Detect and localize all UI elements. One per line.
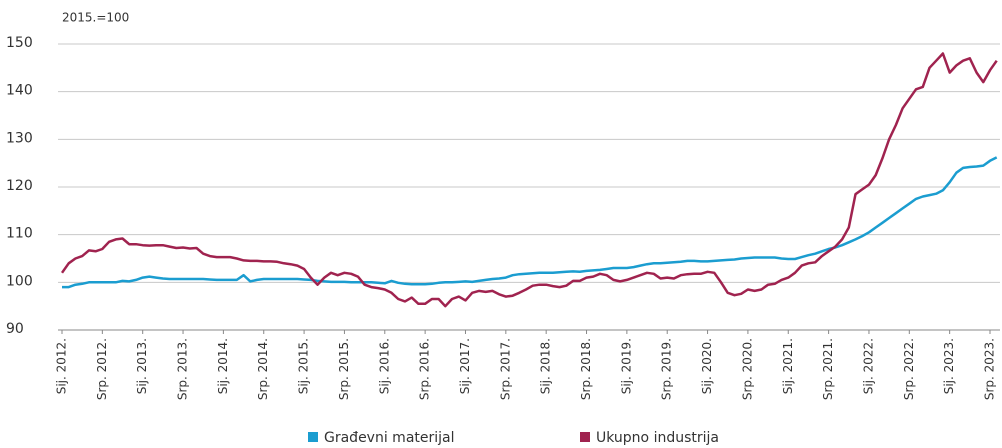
- legend-label: Ukupno industrija: [596, 430, 719, 446]
- x-tick-label: Srp. 2016.: [418, 338, 432, 400]
- y-axis-label: 2015.=100: [62, 11, 129, 25]
- y-tick-label: 110: [6, 226, 33, 242]
- x-tick-label: Sij. 2022.: [861, 338, 875, 394]
- x-tick-label: Srp. 2013.: [176, 338, 190, 400]
- y-tick-label: 120: [6, 178, 33, 194]
- x-tick-label: Srp. 2023.: [983, 338, 997, 400]
- y-tick-label: 90: [6, 321, 24, 337]
- x-tick-label: Sij. 2016.: [377, 338, 391, 394]
- x-tick-label: Srp. 2015.: [337, 338, 351, 400]
- x-tick-label: Srp. 2017.: [498, 338, 512, 400]
- x-tick-label: Srp. 2012.: [95, 338, 109, 400]
- y-tick-label: 140: [6, 83, 33, 99]
- x-tick-label: Sij. 2019.: [619, 338, 633, 394]
- legend-label: Građevni materijal: [324, 430, 455, 446]
- x-tick-label: Srp. 2020.: [740, 338, 754, 400]
- y-tick-label: 150: [6, 35, 33, 51]
- x-tick-label: Srp. 2018.: [579, 338, 593, 400]
- legend-swatch: [580, 432, 590, 442]
- x-tick-label: Sij. 2013.: [135, 338, 149, 394]
- x-tick-label: Sij. 2015.: [297, 338, 311, 394]
- x-tick-label: Sij. 2017.: [458, 338, 472, 394]
- x-tick-label: Sij. 2020.: [700, 338, 714, 394]
- y-tick-label: 130: [6, 130, 33, 146]
- series-line: [62, 156, 998, 289]
- x-tick-label: Sij. 2018.: [539, 338, 553, 394]
- x-tick-label: Srp. 2022.: [902, 338, 916, 400]
- x-tick-label: Sij. 2023.: [942, 338, 956, 394]
- x-tick-label: Sij. 2014.: [216, 338, 230, 394]
- x-tick-label: Sij. 2021.: [781, 338, 795, 394]
- x-tick-label: Srp. 2021.: [821, 338, 835, 400]
- x-tick-label: Sij. 2012.: [55, 338, 69, 394]
- legend-swatch: [308, 432, 318, 442]
- x-tick-label: Srp. 2019.: [660, 338, 674, 400]
- x-tick-label: Srp. 2014.: [256, 338, 270, 400]
- y-tick-label: 100: [6, 273, 33, 289]
- series-line: [60, 52, 998, 308]
